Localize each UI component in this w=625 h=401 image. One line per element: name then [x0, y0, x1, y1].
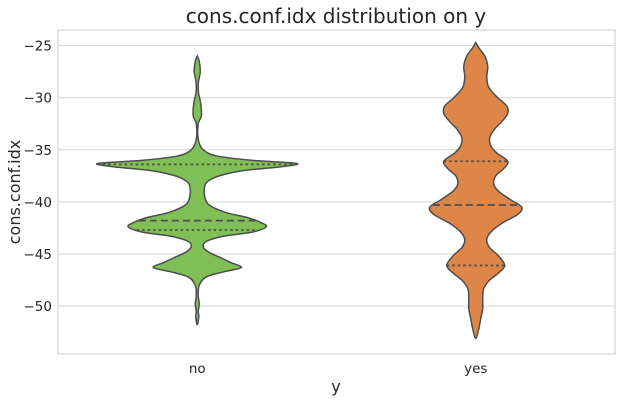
x-axis-label: y	[331, 377, 340, 396]
violins	[96, 40, 523, 340]
y-tick-label: −25	[24, 39, 53, 55]
y-tick-label: −50	[24, 299, 53, 315]
x-tick-label: no	[189, 361, 206, 377]
grid-lines	[58, 45, 615, 307]
x-tick-label: yes	[464, 361, 487, 377]
y-tick-label: −30	[24, 91, 53, 107]
y-axis-label: cons.conf.idx	[5, 140, 24, 245]
y-tick-label: −40	[24, 195, 53, 211]
plot-frame	[57, 29, 616, 355]
violin-no	[96, 53, 299, 326]
chart-title: cons.conf.idx distribution on y	[186, 4, 487, 28]
y-tick-labels: −25 −30 −35 −40 −45 −50	[24, 39, 53, 315]
y-tick-label: −45	[24, 247, 53, 263]
x-tick-labels: no yes	[189, 361, 488, 377]
violin-yes	[428, 40, 523, 340]
y-tick-label: −35	[24, 143, 53, 159]
